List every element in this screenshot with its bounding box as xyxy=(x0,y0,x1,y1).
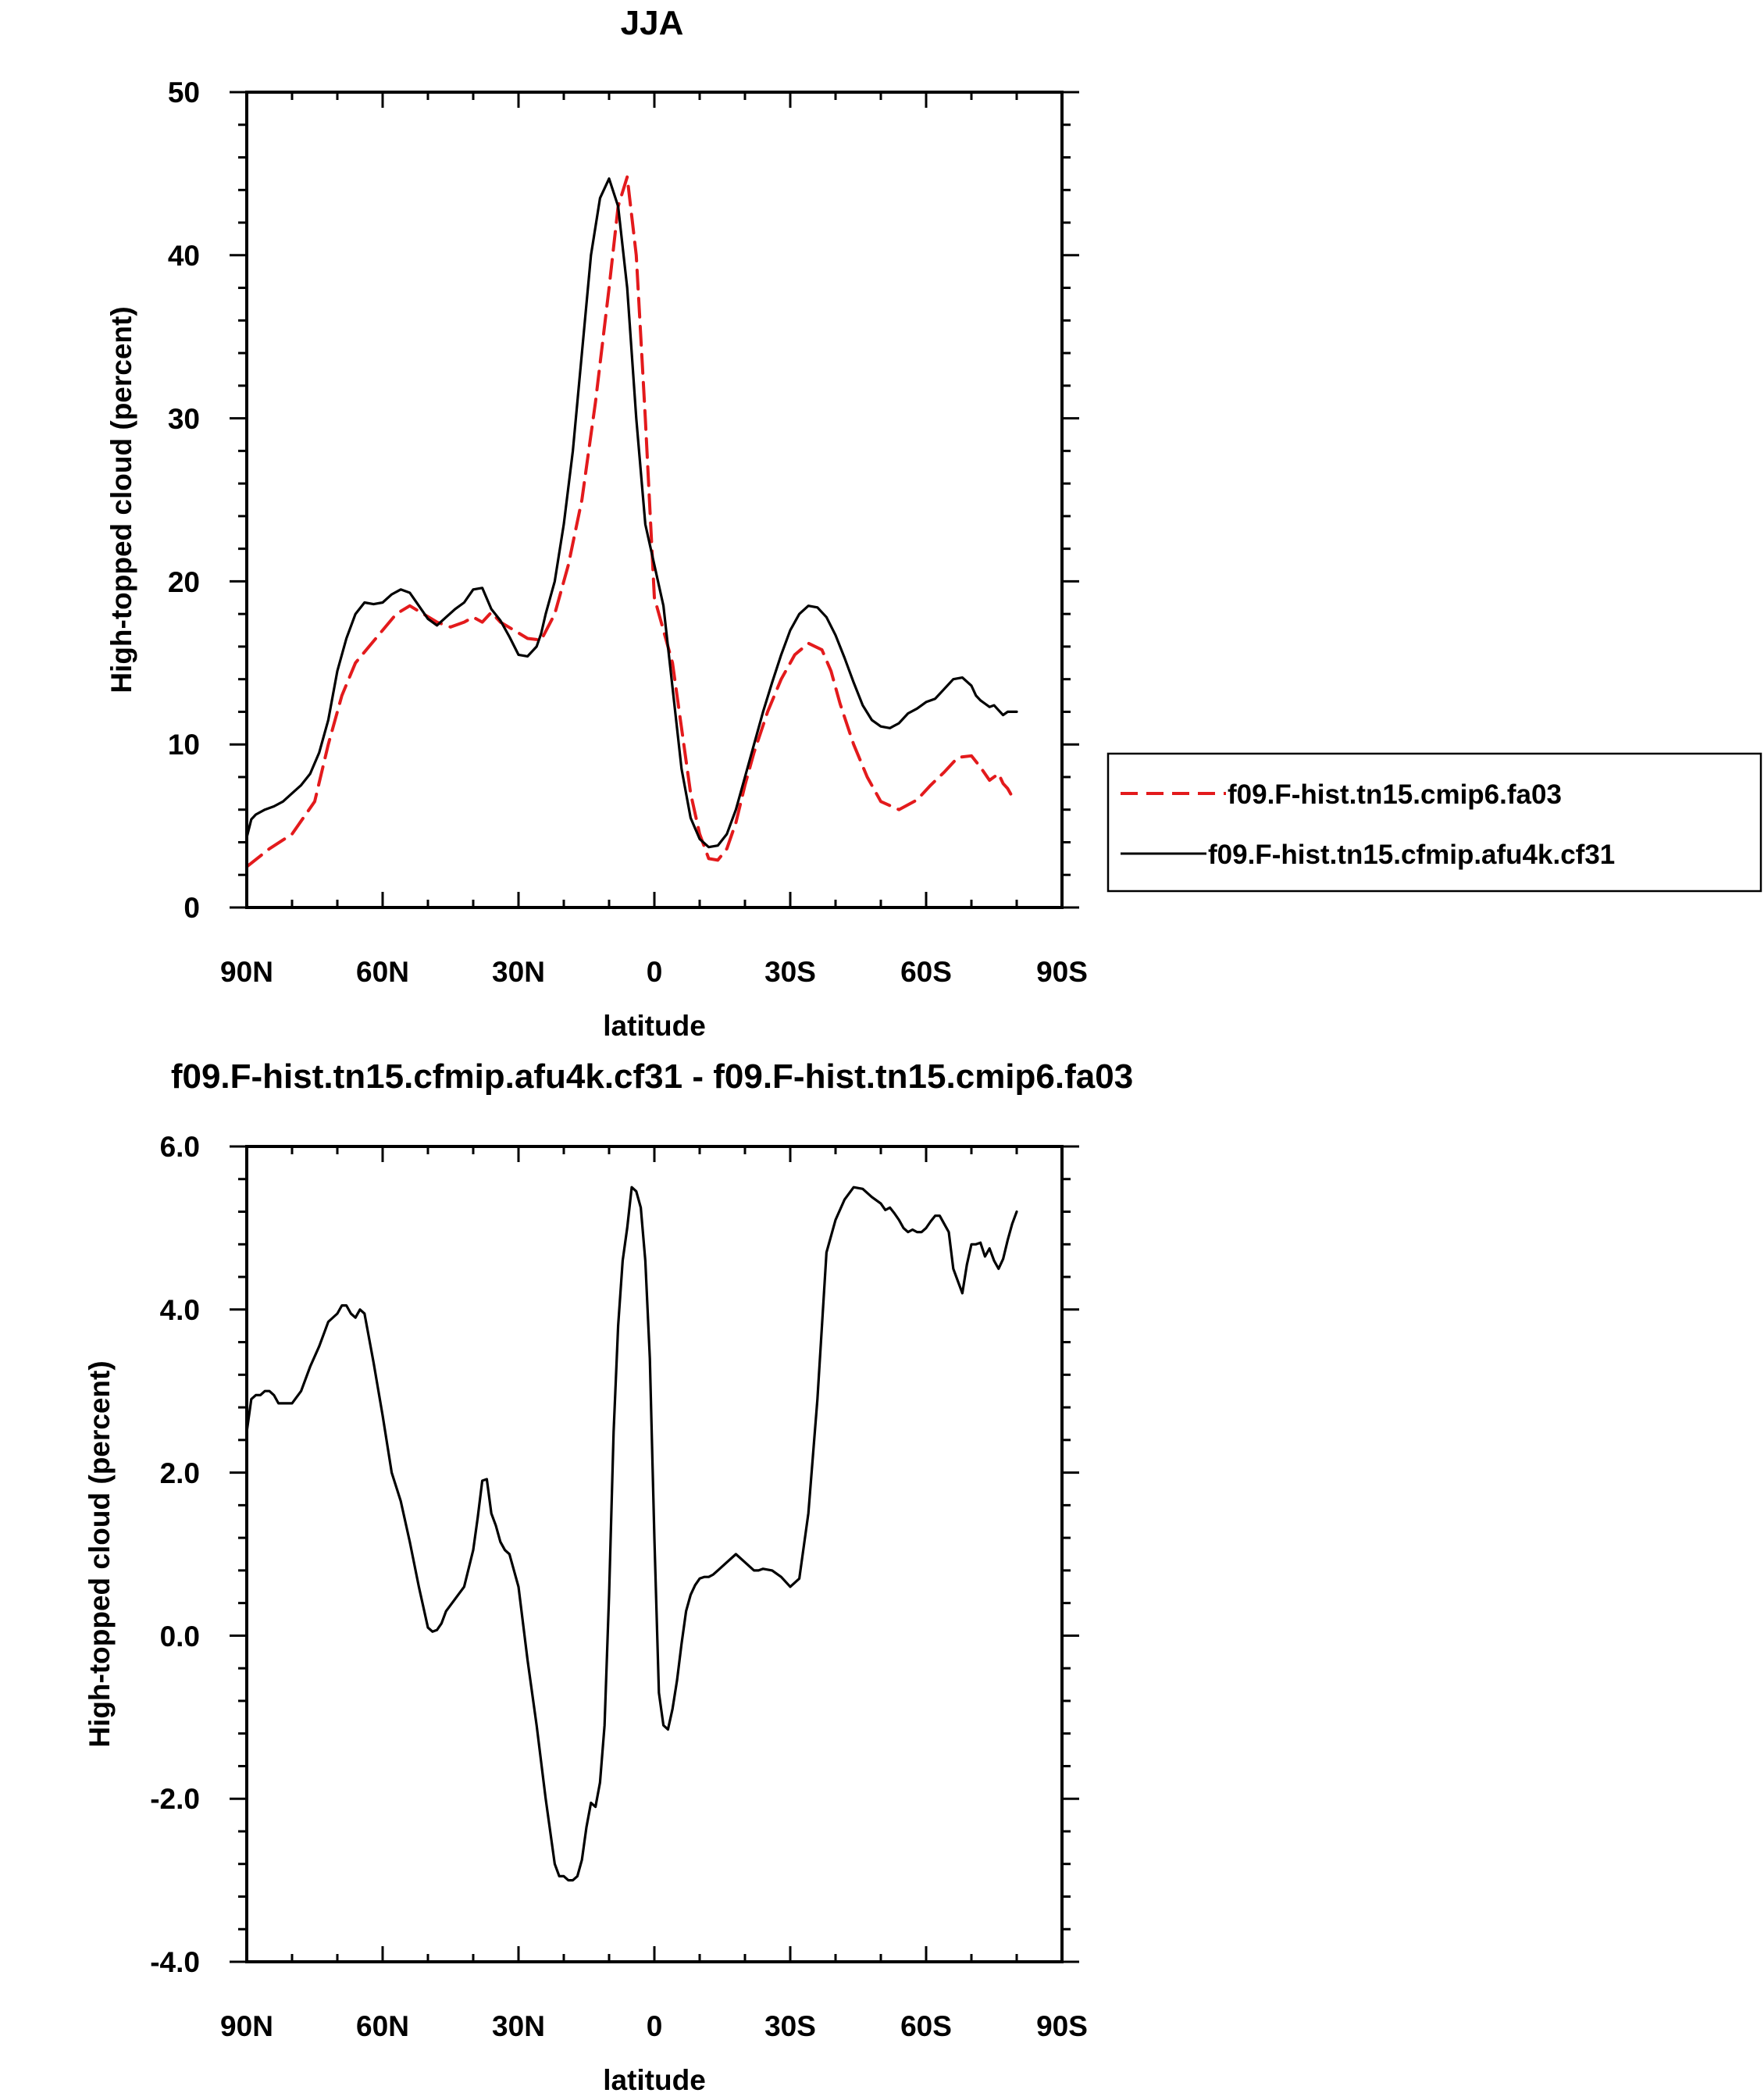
top-y-tick-label: 50 xyxy=(168,77,200,109)
bottom-y-tick-label: -4.0 xyxy=(150,1946,200,1978)
bottom-title: f09.F-hist.tn15.cfmip.afu4k.cf31 - f09.F… xyxy=(171,1057,1133,1096)
bottom-y-tick-labels: -4.0 -2.0 0.0 2.0 4.0 6.0 xyxy=(150,1131,200,1978)
top-y-axis-label: High-topped cloud (percent) xyxy=(105,306,137,693)
top-y-tick-label: 10 xyxy=(168,729,200,761)
top-x-tick-label: 90S xyxy=(1036,956,1088,988)
bottom-y-tick-label: 0.0 xyxy=(160,1621,200,1653)
legend-label-cmip6: f09.F-hist.tn15.cmip6.fa03 xyxy=(1228,779,1562,810)
legend-box xyxy=(1107,752,1762,893)
bottom-x-tick-label: 60N xyxy=(356,2010,409,2042)
bottom-x-tick-label: 90N xyxy=(220,2010,273,2042)
bottom-x-tick-label: 60S xyxy=(900,2010,952,2042)
top-y-tick-label: 40 xyxy=(168,240,200,272)
bottom-x-tick-label: 90S xyxy=(1036,2010,1088,2042)
top-title: JJA xyxy=(621,4,684,42)
panel-bottom-difference: f09.F-hist.tn15.cfmip.afu4k.cf31 - f09.F… xyxy=(84,1057,1133,2093)
bottom-y-tick-label: -2.0 xyxy=(150,1783,200,1815)
top-x-axis-label: latitude xyxy=(603,1010,706,1042)
top-x-tick-label: 90N xyxy=(220,956,273,988)
bottom-y-tick-label: 4.0 xyxy=(160,1294,200,1326)
top-y-tick-label: 30 xyxy=(168,403,200,435)
top-y-tick-label: 0 xyxy=(184,892,200,924)
top-ticks xyxy=(230,91,1079,909)
top-x-tick-label: 30S xyxy=(764,956,816,988)
bottom-x-tick-label: 30N xyxy=(492,2010,545,2042)
top-plot-frame xyxy=(245,91,1064,909)
top-y-tick-label: 20 xyxy=(168,566,200,598)
top-y-tick-labels: 0 10 20 30 40 50 xyxy=(168,77,200,924)
top-x-tick-label: 60N xyxy=(356,956,409,988)
bottom-y-axis-label: High-topped cloud (percent) xyxy=(84,1360,116,1747)
bottom-series-lines xyxy=(245,1186,1018,1882)
bottom-y-tick-label: 6.0 xyxy=(160,1131,200,1163)
bottom-series-line-difference xyxy=(245,1186,1018,1882)
bottom-x-tick-label: 30S xyxy=(764,2010,816,2042)
bottom-x-tick-label: 0 xyxy=(647,2010,663,2042)
bottom-x-tick-labels: 90N 60N 30N 0 30S 60S 90S xyxy=(220,2010,1088,2042)
bottom-y-tick-label: 2.0 xyxy=(160,1457,200,1489)
top-series-line-f09-f-hist-tn15-cmip6-fa03 xyxy=(245,175,1018,868)
bottom-plot-frame xyxy=(245,1145,1064,1963)
legend-label-afu4k: f09.F-hist.tn15.cfmip.afu4k.cf31 xyxy=(1208,840,1615,870)
top-x-tick-label: 60S xyxy=(900,956,952,988)
top-series-lines xyxy=(245,175,1018,868)
top-series-line-f09-f-hist-tn15-cfmip-afu4k-cf31 xyxy=(245,177,1018,849)
top-x-tick-label: 0 xyxy=(647,956,663,988)
panel-top-mean: JJA 90N 60N 30N 0 30S 60S 90S 0 10 20 30… xyxy=(105,4,1762,1042)
legend: f09.F-hist.tn15.cmip6.fa03 f09.F-hist.tn… xyxy=(1107,752,1762,893)
top-x-tick-labels: 90N 60N 30N 0 30S 60S 90S xyxy=(220,956,1088,988)
bottom-x-axis-label: latitude xyxy=(603,2064,706,2093)
top-x-tick-label: 30N xyxy=(492,956,545,988)
